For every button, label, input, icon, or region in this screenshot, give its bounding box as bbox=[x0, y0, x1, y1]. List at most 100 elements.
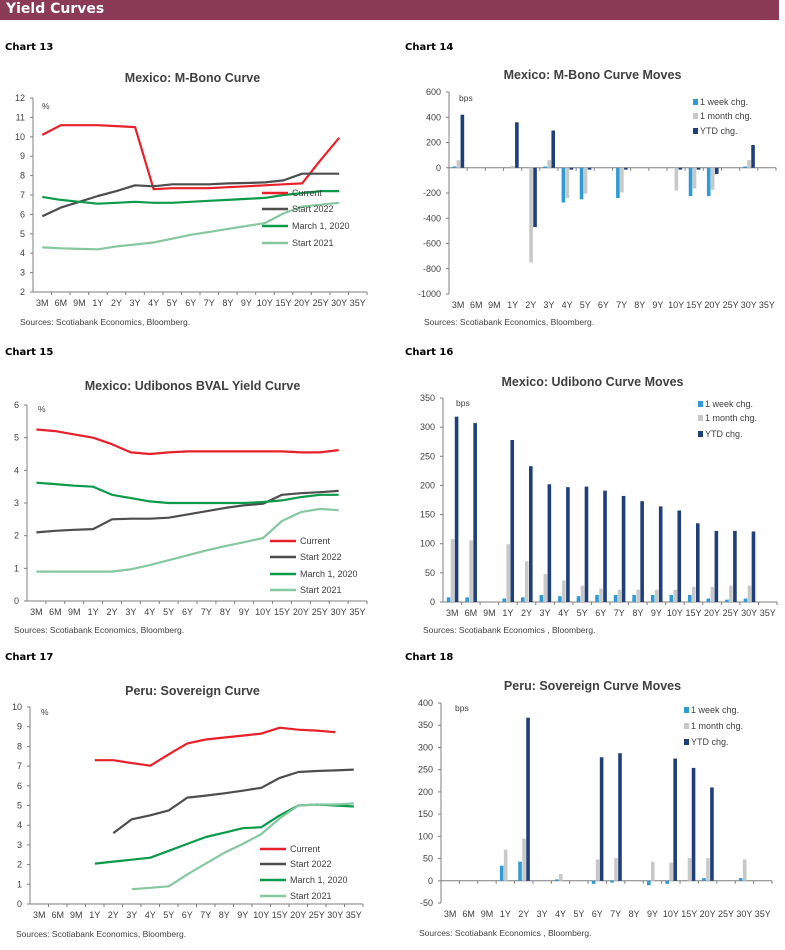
sources-note: Sources: Scotiabank Economics, Bloomberg… bbox=[14, 625, 185, 635]
y-tick-label: 10 bbox=[15, 132, 25, 142]
x-tick-label: 1Y bbox=[92, 298, 103, 308]
y-tick-label: 350 bbox=[418, 720, 433, 730]
y-tick-label: 250 bbox=[420, 451, 435, 461]
y-tick-label: -200 bbox=[423, 188, 441, 198]
x-tick-label: 8Y bbox=[634, 300, 645, 310]
bar bbox=[613, 595, 618, 602]
bar bbox=[688, 595, 692, 602]
y-tick-label: -800 bbox=[423, 264, 441, 274]
y-tick-label: -1000 bbox=[418, 289, 441, 299]
y-tick-label: 200 bbox=[426, 138, 441, 148]
x-tick-label: 10Y bbox=[253, 910, 269, 920]
bar bbox=[673, 758, 677, 881]
chart-17-panel: 0 1 2 3 4 5 6 7 8 9 10 3M 6M 9M 1Y 2Y 3Y 4Y 5Y 6Y 7Y 8Y 9Y 10Y 1… bbox=[0, 650, 385, 950]
bar bbox=[473, 423, 477, 602]
legend-label: Current bbox=[292, 188, 323, 198]
bar bbox=[499, 865, 504, 881]
x-tick-label: 2Y bbox=[521, 608, 532, 618]
legend-swatch bbox=[684, 723, 689, 729]
x-tick-label: 9M bbox=[483, 608, 496, 618]
x-tick-label: 20Y bbox=[704, 300, 720, 310]
bar bbox=[533, 167, 537, 228]
x-tick-label: 8Y bbox=[222, 298, 233, 308]
bar bbox=[591, 880, 596, 884]
legend-label: Start 2022 bbox=[300, 552, 342, 562]
bar bbox=[446, 597, 451, 602]
x-tick-label: 20Y bbox=[290, 910, 306, 920]
x-tick-label: 6M bbox=[470, 300, 483, 310]
bar bbox=[465, 597, 469, 602]
x-tick-label: 3M bbox=[36, 298, 49, 308]
x-tick-label: 7Y bbox=[616, 300, 627, 310]
x-tick-label: 25Y bbox=[718, 909, 734, 919]
y-tick-label: 9 bbox=[20, 151, 25, 161]
bar bbox=[595, 595, 599, 602]
x-tick-label: 30Y bbox=[331, 607, 347, 617]
bar bbox=[502, 598, 507, 602]
bar bbox=[599, 757, 604, 881]
bar bbox=[688, 167, 693, 197]
y-tick-label: 400 bbox=[418, 698, 433, 708]
x-tick-label: 9Y bbox=[237, 910, 248, 920]
bar bbox=[725, 599, 729, 602]
bar bbox=[640, 501, 644, 602]
chart-title: Mexico: Udibonos BVAL Yield Curve bbox=[84, 379, 301, 393]
y-tick-label: 100 bbox=[418, 831, 433, 841]
unit-label: % bbox=[38, 404, 46, 414]
x-tick-label: 3Y bbox=[130, 298, 141, 308]
chart-svg: 0 50 100 150 200 250 300 350 3M 6M 9M 1Y 2Y 3Y 4Y 5Y 6Y 7… bbox=[420, 393, 778, 618]
bar bbox=[539, 595, 544, 602]
legend-swatch bbox=[698, 415, 703, 421]
y-tick-label: 5 bbox=[17, 801, 22, 811]
x-tick-label: 6M bbox=[49, 607, 62, 617]
x-tick-label: 4Y bbox=[148, 298, 159, 308]
bar bbox=[456, 160, 461, 168]
y-tick-label: 6 bbox=[14, 400, 19, 410]
x-tick-label: 5Y bbox=[580, 300, 591, 310]
x-tick-label: 20Y bbox=[294, 298, 310, 308]
bar bbox=[566, 487, 570, 602]
x-tick-label: 3M bbox=[444, 909, 457, 919]
series-line bbox=[112, 768, 354, 834]
chart-16-panel: 0 50 100 150 200 250 300 350 3M 6M 9M 1Y 2Y 3Y 4Y 5Y 6Y 7… bbox=[400, 345, 785, 645]
unit-label: bps bbox=[456, 398, 470, 408]
chart-15-panel: 0 1 2 3 4 5 6 3M 6M 9M 1Y 2Y 3Y 4Y 5Y 6Y 7Y 8Y 9Y 10Y 15Y 20Y… bbox=[0, 345, 385, 645]
x-tick-label: 3Y bbox=[543, 300, 554, 310]
x-tick-label: 35Y bbox=[760, 608, 776, 618]
y-tick-label: 6 bbox=[17, 781, 22, 791]
series-line bbox=[94, 726, 336, 767]
y-tick-label: 0 bbox=[17, 899, 22, 909]
x-tick-label: 25Y bbox=[723, 608, 739, 618]
x-tick-label: 4Y bbox=[558, 608, 569, 618]
bar bbox=[599, 588, 603, 602]
legend-label: 1 week chg. bbox=[705, 399, 753, 409]
y-tick-label: 7 bbox=[17, 761, 22, 771]
x-tick-label: 7Y bbox=[201, 607, 212, 617]
x-tick-label: 3M bbox=[30, 607, 43, 617]
sources-note: Sources: Scotiabank Economics, Bloomberg… bbox=[20, 317, 191, 327]
series-line bbox=[36, 428, 339, 456]
y-tick-label: 300 bbox=[418, 742, 433, 752]
chart-label: Chart 15 bbox=[5, 347, 54, 358]
x-tick-label: 9M bbox=[68, 607, 81, 617]
x-tick-label: 10Y bbox=[667, 608, 683, 618]
x-tick-label: 8Y bbox=[632, 608, 643, 618]
bar bbox=[547, 484, 552, 602]
bar bbox=[543, 166, 548, 168]
legend-swatch bbox=[693, 128, 698, 134]
y-tick-label: 8 bbox=[17, 741, 22, 751]
series-line bbox=[42, 201, 340, 251]
bar bbox=[510, 439, 515, 602]
y-tick-label: 10 bbox=[12, 702, 22, 712]
y-tick-label: 0 bbox=[430, 597, 435, 607]
x-tick-label: 2Y bbox=[111, 298, 122, 308]
bar bbox=[603, 490, 607, 602]
x-tick-label: 3Y bbox=[126, 910, 137, 920]
bar bbox=[714, 167, 719, 175]
bar bbox=[673, 589, 678, 602]
legend-label: March 1, 2020 bbox=[300, 569, 358, 579]
y-tick-label: 200 bbox=[418, 787, 433, 797]
legend-swatch bbox=[693, 99, 698, 105]
chart-svg: -50 0 50 100 150 200 250 300 350 400 3M 6M 9M 1Y 2Y 3Y 4… bbox=[418, 698, 773, 919]
x-tick-label: 2Y bbox=[106, 607, 117, 617]
